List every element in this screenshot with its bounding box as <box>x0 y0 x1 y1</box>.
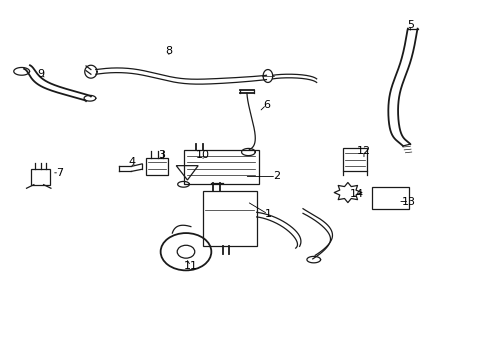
Bar <box>146 158 167 175</box>
Text: 12: 12 <box>356 146 370 156</box>
Text: 6: 6 <box>263 100 269 110</box>
Text: 5: 5 <box>406 20 413 30</box>
Text: 11: 11 <box>183 261 198 271</box>
Text: 3: 3 <box>158 150 165 160</box>
Bar <box>371 187 408 210</box>
Bar <box>203 191 256 246</box>
Bar <box>183 149 259 184</box>
Text: 7: 7 <box>56 168 62 178</box>
Text: 8: 8 <box>165 46 172 56</box>
Bar <box>342 148 366 171</box>
Text: 4: 4 <box>128 157 136 167</box>
Text: 2: 2 <box>272 171 279 181</box>
Text: 9: 9 <box>38 69 44 79</box>
Text: 14: 14 <box>349 189 363 199</box>
Bar <box>31 168 50 185</box>
Text: 1: 1 <box>264 209 271 219</box>
Text: 10: 10 <box>196 150 210 160</box>
Text: 13: 13 <box>402 197 415 207</box>
